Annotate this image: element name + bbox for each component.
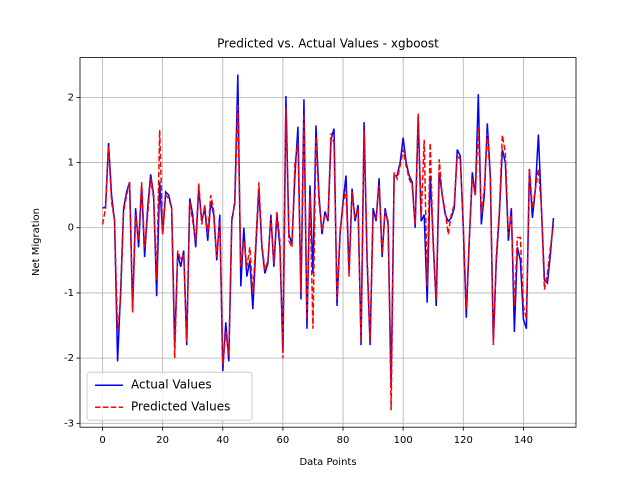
- x-axis-label: Data Points: [299, 457, 356, 468]
- y-tick-label: -1: [64, 288, 74, 299]
- y-tick-label: -2: [64, 353, 74, 364]
- x-tick-label: 20: [156, 435, 169, 446]
- y-axis-label: Net Migration: [31, 208, 42, 276]
- x-tick-label: 100: [394, 435, 413, 446]
- axes-frame: [79, 57, 577, 428]
- y-tick-label: 2: [68, 92, 74, 103]
- x-tick-label: 120: [454, 435, 473, 446]
- legend-box: [86, 371, 253, 421]
- x-tick-label: 60: [277, 435, 290, 446]
- legend: Actual Values Predicted Values: [86, 371, 253, 421]
- y-tick-label: 0: [68, 223, 74, 234]
- x-tick-label: 40: [216, 435, 229, 446]
- legend-label: Predicted Values: [131, 400, 230, 414]
- y-tick-label: -3: [64, 418, 74, 429]
- series-line: [101, 103, 555, 411]
- chart-title: Predicted vs. Actual Values - xgboost: [217, 37, 439, 51]
- x-tick-label: 140: [514, 435, 533, 446]
- x-tick-label: 0: [99, 435, 105, 446]
- x-tick-label: 80: [337, 435, 350, 446]
- legend-label: Actual Values: [131, 378, 212, 392]
- y-tick-label: 1: [68, 158, 74, 169]
